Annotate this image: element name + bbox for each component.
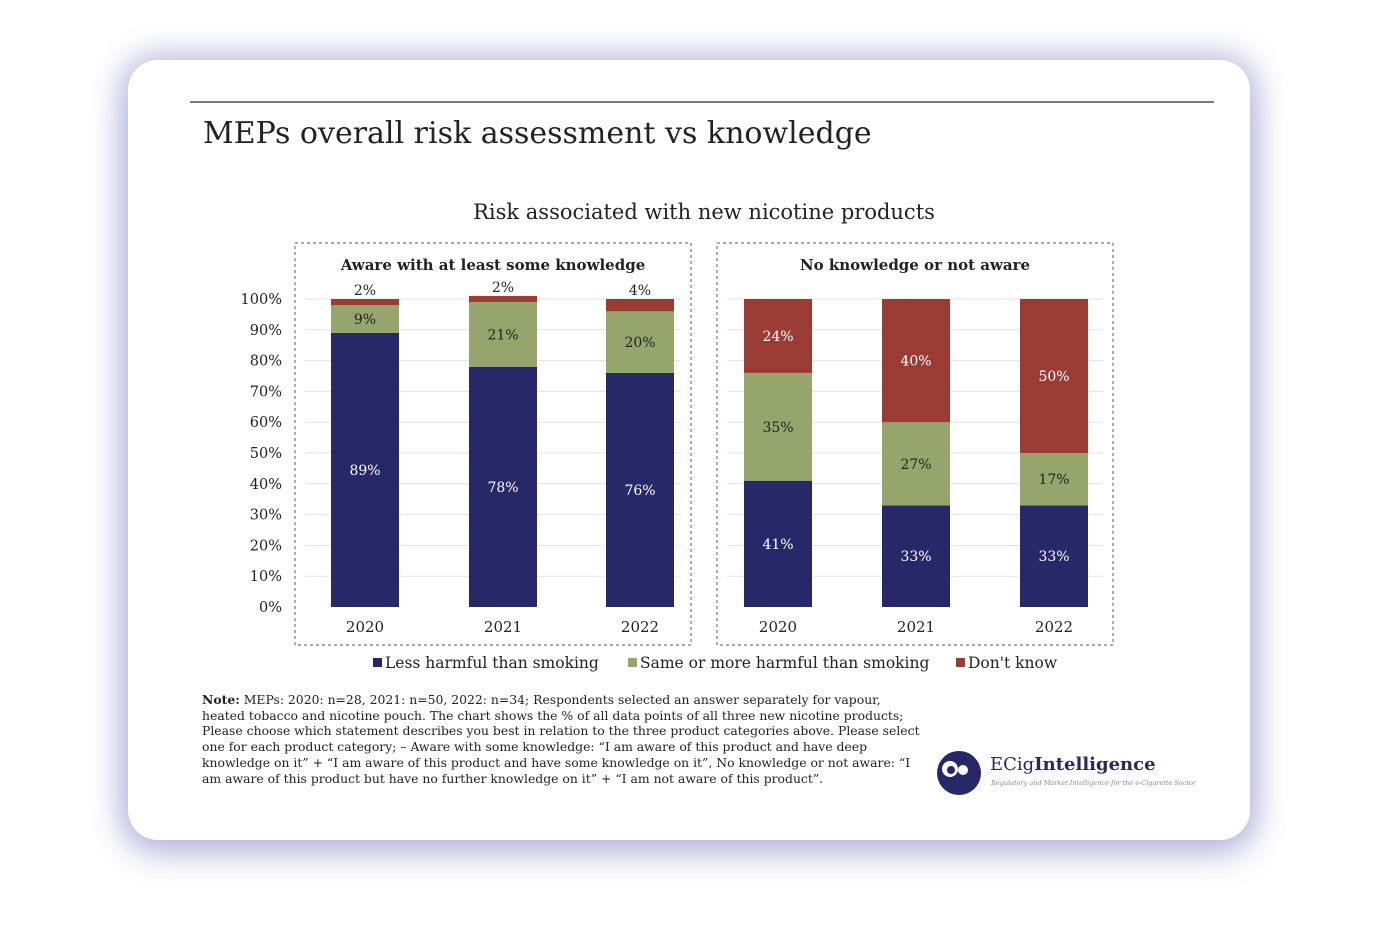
x-tick-label: 2022 bbox=[621, 618, 659, 636]
bar-segment bbox=[744, 480, 812, 607]
y-tick-label: 80% bbox=[250, 354, 282, 370]
y-tick-label: 90% bbox=[250, 323, 282, 339]
data-label: 9% bbox=[354, 312, 376, 328]
footnote-text: MEPs: 2020: n=28, 2021: n=50, 2022: n=34… bbox=[202, 692, 920, 786]
data-label: 33% bbox=[1038, 549, 1069, 565]
legend-label: Less harmful than smoking bbox=[385, 654, 599, 672]
x-tick-label: 2021 bbox=[484, 618, 522, 636]
data-label: 35% bbox=[762, 420, 793, 436]
bar-segment bbox=[1020, 505, 1088, 607]
data-label: 24% bbox=[762, 329, 793, 345]
eci-logo: ECigIntelligence Regulatory and Market I… bbox=[936, 748, 1216, 800]
panel-frame bbox=[716, 242, 1114, 646]
logo-name-plain: ECig bbox=[990, 754, 1035, 775]
legend-swatch bbox=[628, 658, 637, 667]
data-label: 20% bbox=[624, 335, 655, 351]
panel-frame bbox=[294, 242, 692, 646]
data-label: 2% bbox=[492, 280, 514, 296]
bar-segment bbox=[606, 372, 674, 607]
y-tick-label: 60% bbox=[250, 415, 282, 431]
data-label: 76% bbox=[624, 483, 655, 499]
bar-segment bbox=[469, 302, 537, 367]
data-label: 4% bbox=[629, 283, 651, 299]
bar-segment bbox=[606, 311, 674, 373]
data-label: 21% bbox=[487, 327, 518, 343]
y-tick-label: 70% bbox=[250, 384, 282, 400]
x-tick-label: 2021 bbox=[897, 618, 935, 636]
bar-segment bbox=[331, 305, 399, 333]
y-tick-label: 50% bbox=[250, 446, 282, 462]
bar-segment bbox=[606, 299, 674, 312]
eci-logo-mark-icon bbox=[937, 751, 981, 795]
data-label: 40% bbox=[900, 354, 931, 370]
data-label: 33% bbox=[900, 549, 931, 565]
bar-segment bbox=[882, 422, 950, 506]
logo-wordmark: ECigIntelligence bbox=[990, 754, 1156, 775]
title-rule bbox=[190, 101, 1214, 103]
bar-segment bbox=[1020, 453, 1088, 506]
bar-segment bbox=[331, 299, 399, 306]
data-label: 17% bbox=[1038, 472, 1069, 488]
logo-name-bold: Intelligence bbox=[1034, 754, 1156, 775]
x-tick-label: 2020 bbox=[346, 618, 384, 636]
bar-segment bbox=[469, 295, 537, 303]
bar-segment bbox=[744, 372, 812, 481]
chart-title: Risk associated with new nicotine produc… bbox=[473, 200, 935, 224]
data-label: 89% bbox=[349, 463, 380, 479]
footnote: Note: MEPs: 2020: n=28, 2021: n=50, 2022… bbox=[202, 692, 922, 786]
bar-segment bbox=[331, 332, 399, 607]
legend-swatch bbox=[373, 658, 382, 667]
y-tick-label: 40% bbox=[250, 477, 282, 493]
data-label: 78% bbox=[487, 480, 518, 496]
page-title: MEPs overall risk assessment vs knowledg… bbox=[203, 116, 872, 151]
data-label: 2% bbox=[354, 283, 376, 299]
data-label: 50% bbox=[1038, 369, 1069, 385]
panel-title: Aware with at least some knowledge bbox=[340, 256, 646, 274]
bar-segment bbox=[1020, 299, 1088, 453]
y-tick-label: 100% bbox=[241, 292, 282, 308]
panel-title: No knowledge or not aware bbox=[800, 256, 1030, 274]
data-label: 27% bbox=[900, 457, 931, 473]
x-tick-label: 2022 bbox=[1035, 618, 1073, 636]
y-tick-label: 30% bbox=[250, 508, 282, 524]
bar-segment bbox=[882, 505, 950, 607]
logo-tagline: Regulatory and Market Intelligence for t… bbox=[991, 779, 1196, 787]
y-tick-label: 0% bbox=[259, 600, 282, 616]
bar-segment bbox=[744, 299, 812, 373]
bar-segment bbox=[882, 299, 950, 423]
y-tick-label: 20% bbox=[250, 538, 282, 554]
data-label: 41% bbox=[762, 537, 793, 553]
legend-swatch bbox=[956, 658, 965, 667]
legend-label: Don't know bbox=[968, 654, 1058, 672]
footnote-label: Note: bbox=[202, 692, 240, 707]
y-tick-label: 10% bbox=[250, 569, 282, 585]
bar-segment bbox=[469, 366, 537, 607]
legend-label: Same or more harmful than smoking bbox=[640, 654, 929, 672]
x-tick-label: 2020 bbox=[759, 618, 797, 636]
